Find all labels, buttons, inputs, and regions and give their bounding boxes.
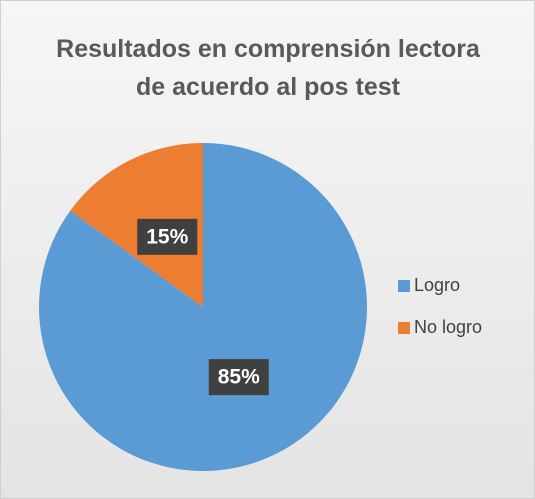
legend-swatch [398,322,410,334]
chart-title: Resultados en comprensión lectora de acu… [56,35,480,101]
data-label-box [137,218,198,255]
legend-label: Logro [414,275,460,295]
data-label: 15% [146,225,188,248]
data-label-box [208,359,269,396]
legend-label: No logro [414,317,482,337]
data-label: 85% [218,366,260,389]
pie-slice [70,143,203,307]
legend-swatch [398,280,410,292]
